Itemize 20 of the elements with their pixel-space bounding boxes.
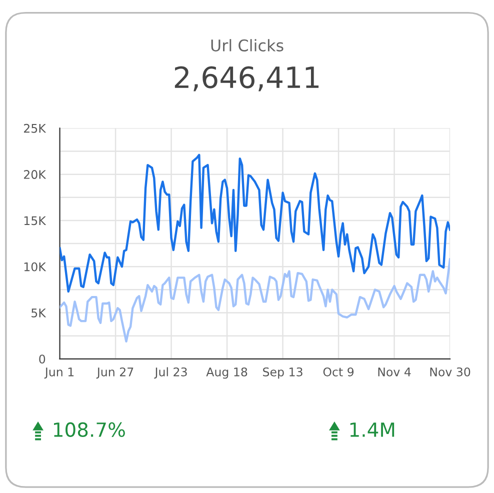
x-tick-label: Jun 27 [96,367,134,379]
x-tick-label: Nov 30 [430,367,470,376]
chart-title: Url Clicks [211,39,284,52]
y-tick-label: 10K [24,262,46,272]
line-series [60,258,450,342]
x-tick-label: Oct 9 [323,367,354,376]
x-tick-label: Jun 1 [44,368,74,379]
x-tick-label: Nov 4 [378,368,411,376]
x-tick-label: Aug 18 [206,367,248,379]
y-tick-label: 25K [24,124,46,133]
y-tick-label: 0 [39,354,46,364]
x-tick-label: Sep 13 [263,367,302,379]
chart-subtitle: 2,646,411 [174,66,319,92]
x-tick-label: Jul 23 [154,367,187,379]
text: 1.4M [350,422,394,437]
y-tick-label: 20K [24,170,46,179]
text: 108.7% [54,422,125,438]
y-tick-label: 5K [32,308,46,318]
line-series [60,154,450,293]
y-tick-label: 15K [24,216,46,226]
